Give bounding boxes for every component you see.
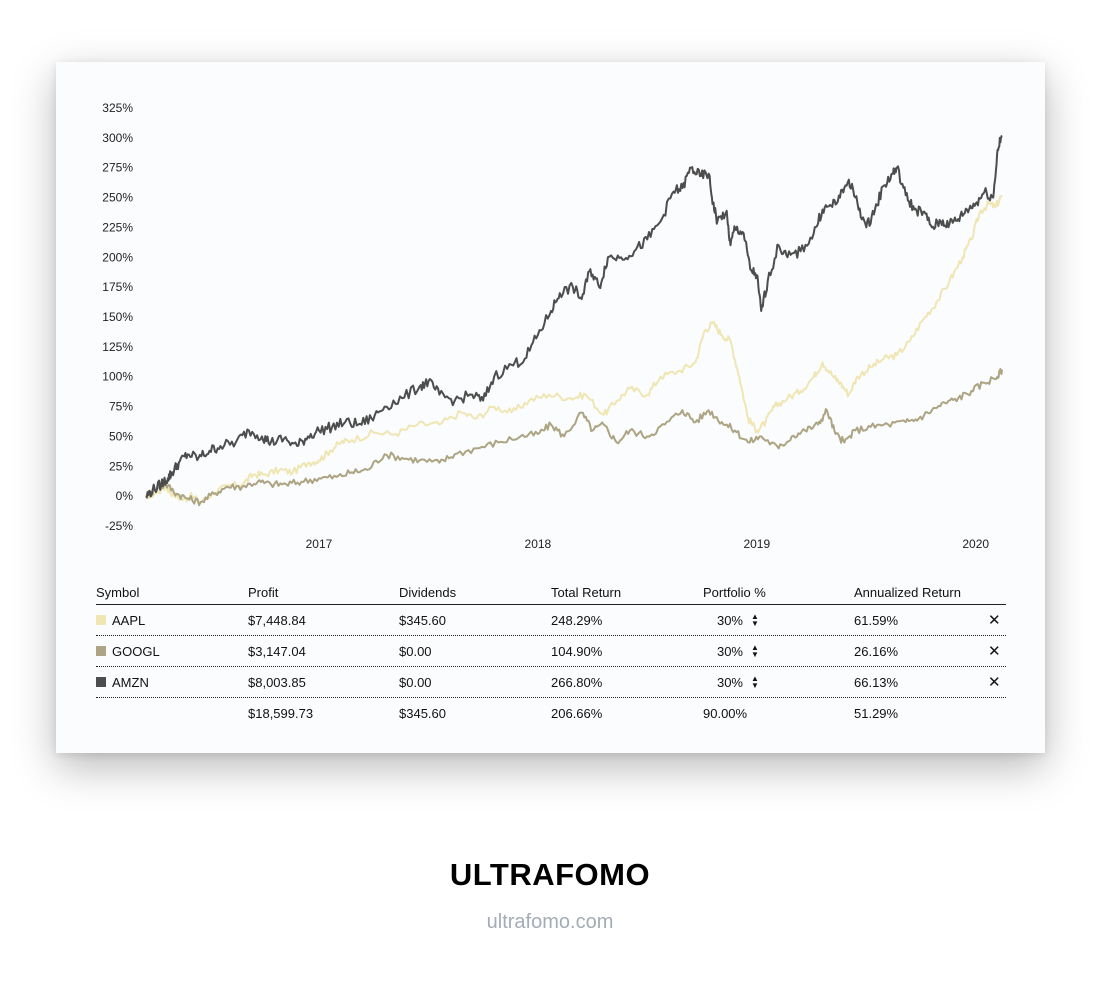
symbol-cell: AMZN bbox=[96, 667, 149, 697]
x-tick-label: 2018 bbox=[525, 537, 552, 551]
up-down-arrows-icon[interactable]: ▲ ▼ bbox=[751, 612, 759, 628]
y-tick-label: 325% bbox=[102, 101, 133, 115]
y-tick-label: 150% bbox=[102, 310, 133, 324]
total-dividends: $345.60 bbox=[399, 705, 446, 721]
up-down-arrows-icon[interactable]: ▲ ▼ bbox=[751, 674, 759, 690]
color-swatch bbox=[96, 615, 106, 625]
y-tick-label: 175% bbox=[102, 280, 133, 294]
header-annualized-return: Annualized Return bbox=[854, 585, 961, 600]
header-total-return: Total Return bbox=[551, 585, 622, 600]
header-profit: Profit bbox=[248, 585, 279, 600]
total-return: 206.66% bbox=[551, 705, 603, 721]
annualized-return-cell: 66.13% bbox=[854, 674, 899, 690]
series-line-amzn bbox=[145, 134, 1003, 498]
color-swatch bbox=[96, 646, 106, 656]
x-tick-label: 2017 bbox=[306, 537, 333, 551]
dividends-cell: $345.60 bbox=[399, 612, 446, 628]
symbol-label: GOOGL bbox=[112, 643, 160, 659]
profit-cell: $8,003.85 bbox=[248, 674, 306, 690]
table-header: Symbol Profit Dividends Total Return Por… bbox=[96, 580, 1006, 605]
y-tick-label: 100% bbox=[102, 370, 133, 384]
y-tick-label: 25% bbox=[109, 459, 133, 473]
header-portfolio: Portfolio % bbox=[703, 585, 766, 600]
total-return-cell: 248.29% bbox=[551, 612, 603, 628]
portfolio-cell: 30% ▲ ▼ bbox=[703, 667, 759, 697]
profit-cell: $3,147.04 bbox=[248, 643, 306, 659]
dividends-cell: $0.00 bbox=[399, 643, 432, 659]
y-tick-label: 50% bbox=[109, 429, 133, 443]
series-lines bbox=[145, 134, 1003, 507]
profit-cell: $7,448.84 bbox=[248, 612, 306, 628]
brand-name: ULTRAFOMO bbox=[449, 857, 651, 892]
symbol-cell: GOOGL bbox=[96, 636, 160, 666]
y-tick-label: 225% bbox=[102, 220, 133, 234]
table-row: GOOGL $3,147.04 $0.00 104.90% 30% ▲ ▼ 26.… bbox=[96, 636, 1006, 667]
symbol-cell: AAPL bbox=[96, 605, 145, 635]
x-axis: 2017 2018 2019 2020 bbox=[306, 537, 990, 551]
total-profit: $18,599.73 bbox=[248, 705, 314, 721]
portfolio-value[interactable]: 30% bbox=[716, 612, 743, 628]
remove-row-button[interactable]: ✕ bbox=[988, 674, 1001, 691]
portfolio-card: 325% 300% 275% 250% 225% 200% 175% 150% 125% 100%… bbox=[56, 62, 1045, 753]
annualized-return-cell: 61.59% bbox=[854, 612, 899, 628]
y-tick-label: 300% bbox=[102, 131, 133, 145]
portfolio-value[interactable]: 30% bbox=[716, 674, 743, 690]
series-line-aapl bbox=[145, 194, 1003, 504]
symbol-label: AMZN bbox=[112, 674, 149, 690]
holdings-table: Symbol Profit Dividends Total Return Por… bbox=[96, 580, 1006, 728]
annualized-return-cell: 26.16% bbox=[854, 643, 899, 659]
y-tick-label: 75% bbox=[109, 400, 133, 414]
y-axis: 325% 300% 275% 250% 225% 200% 175% 150% 125% 100%… bbox=[102, 101, 133, 533]
table-row: AAPL $7,448.84 $345.60 248.29% 30% ▲ ▼ 61… bbox=[96, 605, 1006, 636]
brand-url[interactable]: ultrafomo.com bbox=[486, 911, 614, 933]
total-annualized-return: 51.29% bbox=[854, 705, 899, 721]
x-tick-label: 2019 bbox=[743, 537, 770, 551]
total-return-cell: 104.90% bbox=[551, 643, 603, 659]
y-tick-label: 125% bbox=[102, 340, 133, 354]
symbol-label: AAPL bbox=[112, 612, 146, 628]
totals-row: $18,599.73 $345.60 206.66% 90.00% 51.29% bbox=[96, 698, 1006, 728]
header-dividends: Dividends bbox=[399, 585, 457, 600]
table-row: AMZN $8,003.85 $0.00 266.80% 30% ▲ ▼ 66.1… bbox=[96, 667, 1006, 698]
series-line-googl bbox=[145, 368, 1003, 507]
portfolio-value[interactable]: 30% bbox=[716, 643, 743, 659]
portfolio-cell: 30% ▲ ▼ bbox=[703, 636, 759, 666]
color-swatch bbox=[96, 677, 106, 687]
y-tick-label: 275% bbox=[102, 161, 133, 175]
up-down-arrows-icon[interactable]: ▲ ▼ bbox=[751, 643, 759, 659]
y-tick-label: 0% bbox=[116, 489, 134, 503]
remove-row-button[interactable]: ✕ bbox=[988, 612, 1001, 629]
remove-row-button[interactable]: ✕ bbox=[988, 643, 1001, 660]
dividends-cell: $0.00 bbox=[399, 674, 432, 690]
total-portfolio: 90.00% bbox=[703, 705, 748, 721]
y-tick-label: 200% bbox=[102, 250, 133, 264]
total-return-cell: 266.80% bbox=[551, 674, 603, 690]
y-tick-label: -25% bbox=[105, 519, 133, 533]
y-tick-label: 250% bbox=[102, 191, 133, 205]
performance-chart: 325% 300% 275% 250% 225% 200% 175% 150% 125% 100%… bbox=[102, 101, 1003, 551]
header-symbol: Symbol bbox=[96, 585, 140, 600]
x-tick-label: 2020 bbox=[962, 537, 989, 551]
portfolio-cell: 30% ▲ ▼ bbox=[703, 605, 759, 635]
